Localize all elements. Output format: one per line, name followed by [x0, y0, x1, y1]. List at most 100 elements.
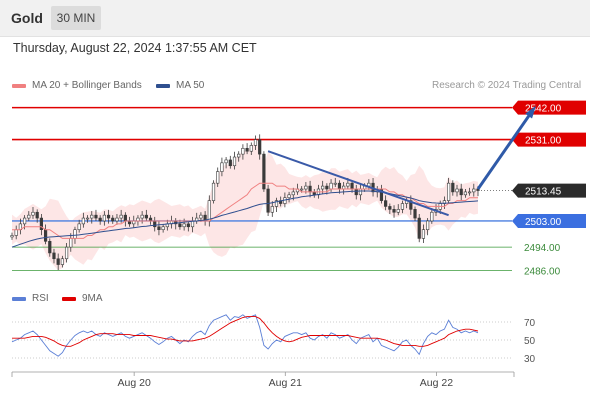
candle-body [27, 214, 31, 219]
candle-body [468, 191, 472, 194]
candle-body [463, 191, 468, 196]
ma20-swatch [12, 83, 26, 88]
level-label-2542.00: 2542.00 [525, 104, 562, 115]
legend-ma50: MA 50 [156, 80, 204, 91]
rsi-swatch [12, 296, 26, 301]
legend-rsi: RSI [12, 293, 49, 304]
rsi-tick-70: 70 [524, 318, 536, 329]
candle-body [216, 171, 220, 184]
candle-body [430, 211, 434, 222]
candle-body [119, 214, 123, 219]
candle-body [333, 182, 337, 185]
rsi-tick-50: 50 [524, 336, 536, 347]
candle-body [321, 185, 325, 190]
candle-body [102, 214, 106, 222]
candle-body [224, 159, 228, 164]
rsi-plot: 70 50 30 [11, 314, 536, 365]
rsi-tick-30: 30 [524, 354, 536, 365]
candle-body [123, 214, 127, 222]
rsi-ma9-line [12, 316, 479, 347]
candle-body [304, 185, 308, 190]
candle-body [287, 194, 291, 199]
chart-timestamp: Thursday, August 22, 2024 1:37:55 AM CET [13, 41, 257, 55]
candle-body [161, 226, 165, 230]
instrument-title: Gold [11, 10, 43, 26]
candle-body [392, 209, 396, 213]
rsi-line [11, 314, 479, 357]
level-label-2486.00: 2486.00 [524, 266, 561, 277]
candle-body [186, 223, 190, 228]
bollinger-band [12, 141, 478, 271]
candle-body [417, 217, 421, 239]
x-tick-label-2: Aug 22 [420, 377, 453, 389]
candle-body [245, 148, 249, 152]
candle-body [253, 139, 258, 146]
candle-body [178, 223, 182, 228]
candle-body [111, 217, 115, 222]
candle-body [157, 226, 161, 230]
legend-9ma-label: 9MA [82, 293, 103, 304]
candle-body [274, 200, 279, 207]
candle-body [207, 200, 211, 222]
candle-body [237, 153, 241, 158]
candle-body [52, 252, 56, 260]
candle-body [241, 148, 245, 155]
candle-body [43, 229, 48, 242]
candle-body [455, 188, 459, 193]
candle-body [22, 217, 27, 225]
candle-body [384, 200, 388, 207]
candle-body [39, 217, 43, 230]
legend-ma20-label: MA 20 + Bollinger Bands [32, 80, 142, 91]
candle-body [421, 229, 426, 239]
candle-body [447, 182, 451, 201]
legend-9ma: 9MA [62, 293, 103, 304]
trend-line [267, 150, 449, 217]
candle-body [266, 188, 270, 213]
candle-body [77, 223, 81, 230]
legend-ma50-label: MA 50 [176, 80, 205, 91]
candle-body [85, 217, 90, 220]
candle-body [350, 182, 354, 190]
candle-body [31, 211, 35, 216]
candle-body [98, 217, 102, 222]
candle-body [388, 206, 392, 210]
candle-body [308, 185, 312, 193]
candle-body [48, 241, 52, 254]
candle-body [220, 162, 224, 172]
timeframe-button[interactable]: 30 MIN [51, 6, 101, 30]
candle-body [409, 200, 413, 210]
level-label-2503.00: 2503.00 [525, 217, 562, 228]
time-axis: Aug 20 Aug 21 Aug 22 [11, 371, 515, 389]
candle-body [270, 206, 274, 213]
candle-body [94, 214, 98, 219]
candle-body [182, 223, 186, 228]
ma50-swatch [156, 83, 170, 88]
ma20-line [12, 182, 478, 239]
x-tick-label-0: Aug 20 [118, 377, 151, 389]
candle-body [69, 238, 73, 248]
candle-body [211, 182, 216, 201]
current-price-label: 2513.45 [525, 187, 562, 198]
ma9-swatch [62, 296, 76, 301]
candle-body [472, 188, 476, 193]
candle-body [140, 214, 144, 219]
candle-body [14, 229, 18, 236]
candle-body [64, 246, 69, 260]
candle-body [81, 217, 85, 225]
legend-ma20: MA 20 + Bollinger Bands [12, 80, 142, 91]
candle-body [337, 182, 342, 190]
candle-body [60, 258, 64, 265]
candle-body [396, 209, 400, 213]
header-bar: Gold 30 MIN [0, 0, 590, 37]
candle-body [346, 182, 350, 187]
ma50-line [11, 190, 479, 248]
candle-body [232, 156, 237, 167]
candle-body [73, 229, 77, 239]
x-tick-label-1: Aug 21 [269, 377, 302, 389]
candle-body [329, 182, 333, 190]
level-tag-2503.00 [512, 213, 586, 228]
candle-body [426, 220, 430, 230]
price-plot: 2542.00 2531.00 2503.00 2494.00 2486.00 2513.… [10, 100, 586, 277]
candle-body [56, 258, 60, 265]
